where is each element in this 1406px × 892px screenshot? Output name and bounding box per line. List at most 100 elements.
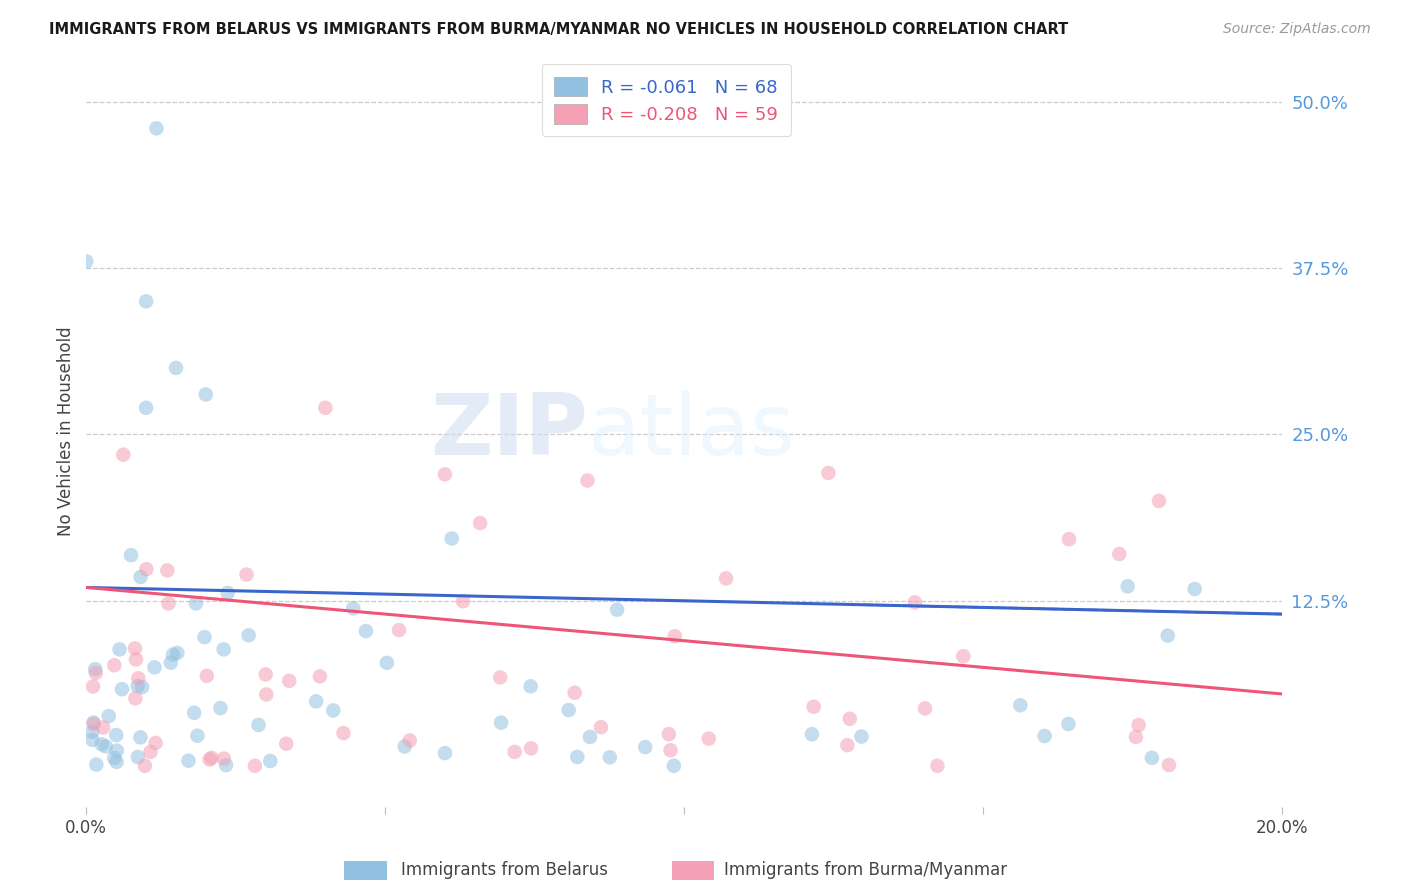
Point [82, 732, 104, 747]
Text: Source: ZipAtlas.com: Source: ZipAtlas.com [1223, 22, 1371, 37]
Point [904, 595, 927, 609]
Point [398, 733, 420, 747]
Point [567, 750, 589, 764]
Point [332, 726, 354, 740]
Point [105, 744, 128, 758]
Point [177, 754, 200, 768]
Point [143, 660, 166, 674]
Point [127, 679, 149, 693]
Point [634, 740, 657, 755]
Point [105, 728, 128, 742]
Point [131, 680, 153, 694]
Point [215, 758, 238, 772]
Point [103, 658, 125, 673]
Point [198, 752, 221, 766]
Point [714, 571, 737, 585]
Point [433, 467, 456, 482]
Point [157, 597, 180, 611]
Point [503, 745, 526, 759]
Point [314, 401, 336, 415]
Point [86, 757, 108, 772]
Point [193, 630, 215, 644]
Point [375, 656, 398, 670]
Point [838, 712, 860, 726]
Point [579, 730, 602, 744]
Point [94, 739, 117, 754]
Point [200, 751, 222, 765]
Point [817, 466, 839, 480]
Point [238, 628, 260, 642]
Point [82, 680, 104, 694]
Point [697, 731, 720, 746]
Point [135, 401, 157, 415]
Point [1057, 717, 1080, 731]
Point [1147, 494, 1170, 508]
Point [120, 548, 142, 562]
Point [451, 594, 474, 608]
Point [1116, 579, 1139, 593]
Point [388, 623, 411, 637]
Point [664, 629, 686, 643]
Point [84, 665, 107, 680]
Point [212, 751, 235, 765]
Point [90, 737, 112, 751]
Point [103, 751, 125, 765]
Y-axis label: No Vehicles in Household: No Vehicles in Household [58, 326, 75, 536]
Point [468, 516, 491, 530]
Point [186, 729, 208, 743]
Point [145, 736, 167, 750]
Point [125, 652, 148, 666]
Point [952, 649, 974, 664]
Point [129, 731, 152, 745]
Text: ZIP: ZIP [430, 390, 588, 473]
Point [1184, 582, 1206, 596]
Point [82, 724, 104, 739]
Point [124, 641, 146, 656]
Point [1140, 751, 1163, 765]
Point [212, 642, 235, 657]
Point [112, 448, 135, 462]
Point [145, 121, 167, 136]
Point [662, 759, 685, 773]
Point [489, 715, 512, 730]
Point [433, 746, 456, 760]
Point [803, 699, 825, 714]
Point [247, 718, 270, 732]
Point [837, 738, 859, 752]
Point [135, 294, 157, 309]
Point [354, 624, 377, 638]
Point [165, 360, 187, 375]
Point [1125, 730, 1147, 744]
Point [254, 688, 277, 702]
Point [276, 737, 298, 751]
Point [322, 703, 344, 717]
Text: IMMIGRANTS FROM BELARUS VS IMMIGRANTS FROM BURMA/MYANMAR NO VEHICLES IN HOUSEHOL: IMMIGRANTS FROM BELARUS VS IMMIGRANTS FR… [49, 22, 1069, 37]
Point [259, 754, 281, 768]
Point [489, 670, 512, 684]
Point [606, 603, 628, 617]
Point [254, 667, 277, 681]
Point [576, 474, 599, 488]
Point [183, 706, 205, 720]
Point [800, 727, 823, 741]
Point [135, 562, 157, 576]
Point [82, 715, 104, 730]
Point [309, 669, 332, 683]
Point [342, 601, 364, 615]
Point [1010, 698, 1032, 713]
Point [1157, 758, 1180, 772]
Point [519, 679, 541, 693]
Point [194, 387, 217, 401]
Point [139, 745, 162, 759]
Legend: R = -0.061   N = 68, R = -0.208   N = 59: R = -0.061 N = 68, R = -0.208 N = 59 [541, 64, 790, 136]
Point [235, 567, 257, 582]
Text: atlas: atlas [588, 390, 796, 473]
Point [564, 686, 586, 700]
Point [599, 750, 621, 764]
Point [1128, 718, 1150, 732]
Point [184, 596, 207, 610]
Point [914, 701, 936, 715]
Point [75, 254, 97, 268]
Point [440, 532, 463, 546]
Point [105, 755, 128, 769]
